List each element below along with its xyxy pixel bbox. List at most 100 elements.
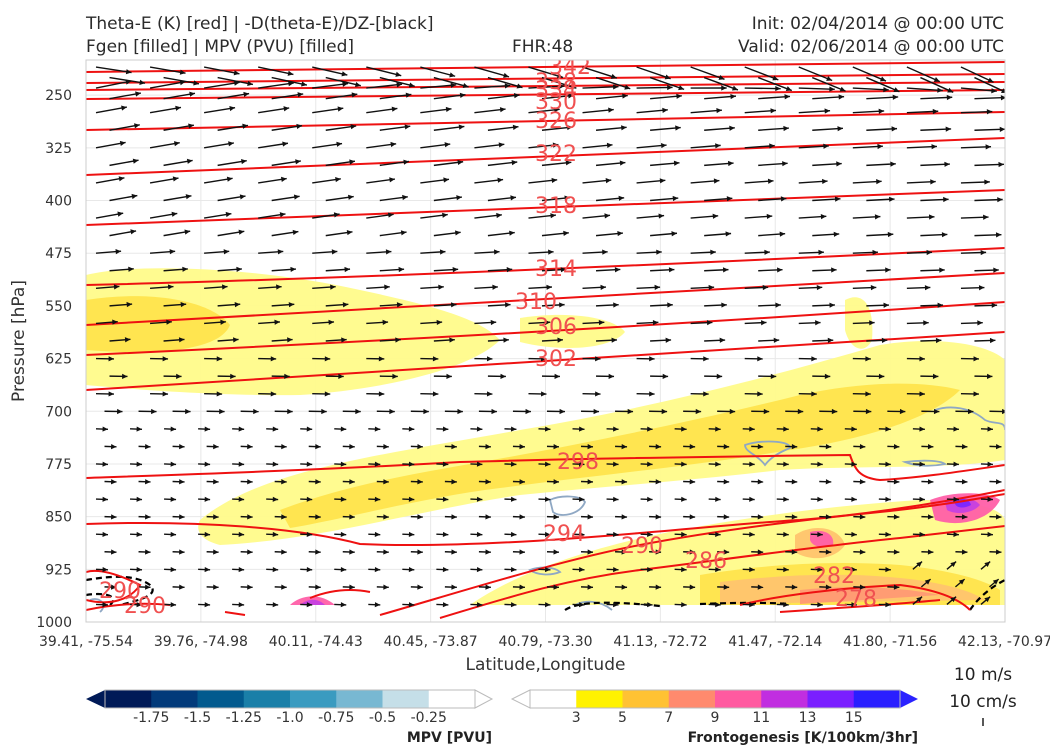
wind-arrowhead xyxy=(953,426,959,432)
wind-arrowhead xyxy=(516,83,523,89)
wind-arrowhead xyxy=(723,479,730,485)
fgen-colorbar-tick: 15 xyxy=(845,710,863,726)
wind-arrowhead xyxy=(647,496,653,502)
wind-arrowhead xyxy=(791,514,798,520)
wind-arrowhead xyxy=(336,141,343,147)
theta-e-contour xyxy=(779,599,941,613)
wind-arrowhead xyxy=(552,142,559,148)
wind-arrowhead xyxy=(995,232,1002,238)
wind-arrowhead xyxy=(229,105,236,112)
wind-arrowhead xyxy=(253,408,259,415)
wind-arrowhead xyxy=(117,211,124,217)
wind-arrowhead xyxy=(446,373,452,379)
wind-arrowhead xyxy=(216,356,223,362)
wind-arrowhead xyxy=(121,105,127,111)
wind-arrowhead xyxy=(953,461,959,467)
wind-arrowhead xyxy=(851,531,857,538)
wind-arrowhead xyxy=(689,444,696,450)
wind-arrowhead xyxy=(442,531,449,538)
wind-arrowhead xyxy=(836,161,842,167)
wind-arrowhead xyxy=(927,549,934,555)
wind-arrowhead xyxy=(779,231,786,237)
wind-arrowhead xyxy=(715,566,721,573)
wind-arrowhead xyxy=(587,549,594,555)
wind-arrowhead xyxy=(349,444,355,450)
wind-arrowhead xyxy=(689,514,696,520)
wind-arrowhead xyxy=(851,496,857,502)
wind-arrowhead xyxy=(950,561,957,568)
wind-arrowhead xyxy=(611,337,618,343)
wind-arrowhead xyxy=(831,267,837,273)
wind-arrowhead xyxy=(613,496,619,502)
wind-arrowhead xyxy=(932,373,939,379)
wind-arrowhead xyxy=(999,126,1005,132)
wind-arrowhead xyxy=(341,337,347,343)
wind-arrow xyxy=(204,81,240,89)
wind-arrowhead xyxy=(825,549,832,555)
wind-arrowhead xyxy=(384,284,390,290)
wind-arrowhead xyxy=(110,584,117,590)
wind-arrowhead xyxy=(986,109,993,115)
wind-arrowhead xyxy=(816,284,823,291)
fgen-colorbar-frame xyxy=(529,689,901,709)
wind-arrowhead xyxy=(617,230,623,237)
wind-arrowhead xyxy=(443,177,450,183)
mpv-contour xyxy=(548,495,587,516)
wind-arrowhead xyxy=(485,479,491,485)
wind-arrowhead xyxy=(170,461,177,467)
wind-arrowhead xyxy=(885,566,891,573)
wind-arrowhead xyxy=(708,284,715,291)
wind-arrowhead xyxy=(769,143,775,149)
fgen-colorbar-cell xyxy=(761,690,808,708)
wind-arrowhead xyxy=(324,356,331,362)
wind-arrowhead xyxy=(723,549,730,555)
wind-arrowhead xyxy=(186,158,193,164)
wind-arrowhead xyxy=(179,514,185,520)
wind-arrowhead xyxy=(110,514,117,520)
wind-arrow xyxy=(960,66,994,83)
wind-arrowhead xyxy=(783,461,789,467)
wind-arrowhead xyxy=(349,514,355,520)
wind-arrowhead xyxy=(689,479,696,485)
wind-arrowhead xyxy=(977,320,983,326)
wind-arrowhead xyxy=(272,461,279,467)
wind-arrowhead xyxy=(110,444,117,450)
wind-arrowhead xyxy=(991,302,998,308)
wind-arrowhead xyxy=(926,249,933,256)
wind-arrowhead xyxy=(175,105,181,111)
wind-arrowhead xyxy=(761,320,767,326)
init-time: Init: 02/04/2014 @ 00:00 UTC xyxy=(751,14,1004,34)
wind-arrowhead xyxy=(811,391,817,397)
wind-arrowhead xyxy=(621,444,628,450)
wind-arrowhead xyxy=(348,194,354,200)
wind-arrowhead xyxy=(213,584,219,590)
wind-arrowhead xyxy=(791,584,798,590)
frontogenesis-fill xyxy=(300,599,325,605)
wind-arrowhead xyxy=(204,496,211,502)
wind-arrowhead xyxy=(879,76,886,82)
wind-arrow xyxy=(744,87,781,90)
wind-arrowhead xyxy=(731,85,738,91)
wind-arrowhead xyxy=(512,124,519,130)
wind-arrowhead xyxy=(558,83,565,90)
wind-arrowhead xyxy=(984,596,991,603)
wind-arrowhead xyxy=(408,566,415,573)
wind-arrowhead xyxy=(454,230,461,236)
wind-arrowhead xyxy=(715,143,721,149)
fgen-colorbar-cell xyxy=(853,690,901,708)
wind-arrowhead xyxy=(315,479,321,485)
wind-arrowhead xyxy=(510,496,517,502)
wind-arrowhead xyxy=(112,319,118,325)
wind-arrowhead xyxy=(546,284,552,290)
y-tick-label: 1000 xyxy=(36,615,72,631)
wind-arrowhead xyxy=(236,266,242,272)
wind-arrowhead xyxy=(188,123,194,129)
wind-arrowhead xyxy=(349,159,355,165)
wind-arrow xyxy=(582,66,618,79)
x-tick-label: 40.45, -73.87 xyxy=(384,634,478,650)
wind-arrowhead xyxy=(423,408,429,415)
stability-contour xyxy=(86,592,115,606)
wind-arrowhead xyxy=(387,212,394,218)
wind-arrowhead xyxy=(374,426,381,432)
wind-arrowhead xyxy=(563,230,569,236)
